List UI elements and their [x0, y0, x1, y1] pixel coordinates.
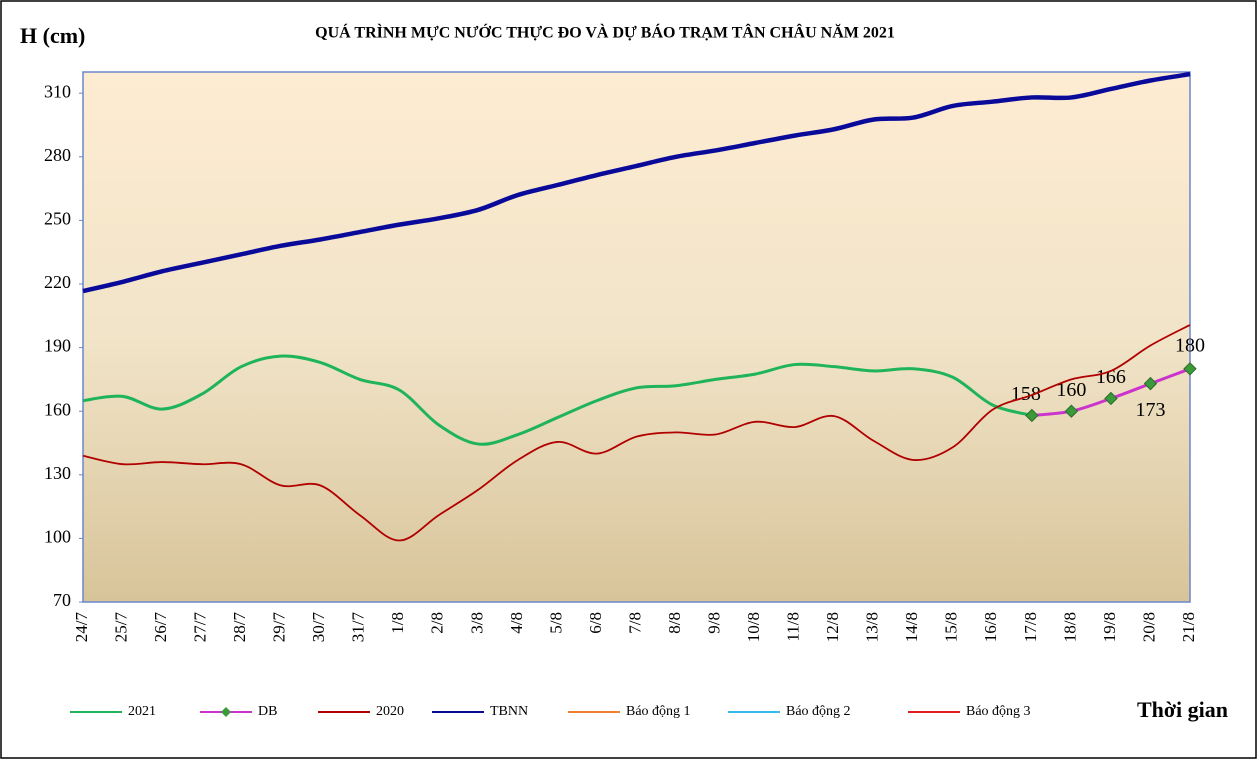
y-tick-label: 310 — [44, 81, 71, 101]
x-tick-label: 21/8 — [1179, 612, 1198, 642]
x-tick-label: 6/8 — [586, 612, 605, 634]
y-tick-label: 160 — [44, 399, 71, 419]
legend-label: Báo động 2 — [786, 704, 851, 719]
plot-area — [82, 71, 1191, 603]
data-point — [1064, 404, 1079, 418]
x-axis-label: Thời gian — [1137, 697, 1228, 722]
data-label: 180 — [1175, 334, 1205, 356]
x-tick-label: 17/8 — [1021, 612, 1040, 642]
y-tick-label: 190 — [44, 336, 71, 356]
y-tick-label: 220 — [44, 272, 71, 292]
chart-title: QUÁ TRÌNH MỰC NƯỚC THỰC ĐO VÀ DỰ BÁO TRẠ… — [315, 23, 895, 42]
x-tick-label: 3/8 — [467, 612, 486, 634]
series-line — [82, 354, 1033, 446]
x-tick-label: 12/8 — [823, 612, 842, 642]
data-point — [1104, 391, 1118, 406]
x-tick-label: 28/7 — [230, 612, 249, 643]
x-tick-label: 15/8 — [942, 612, 961, 642]
x-tick-label: 30/7 — [309, 612, 328, 643]
x-tick-label: 4/8 — [507, 612, 526, 634]
data-label: 160 — [1056, 379, 1086, 401]
series-line — [82, 324, 1191, 542]
y-axis-label: H (cm) — [20, 23, 85, 48]
x-tick-label: 14/8 — [902, 612, 921, 642]
x-tick-label: 25/7 — [111, 612, 130, 643]
y-tick-label: 70 — [53, 590, 71, 610]
x-tick-label: 29/7 — [270, 612, 289, 643]
x-tick-label: 11/8 — [784, 612, 803, 642]
y-tick-label: 100 — [44, 527, 71, 547]
x-tick-label: 5/8 — [546, 612, 565, 634]
x-tick-label: 27/7 — [191, 612, 210, 643]
y-tick-label: 280 — [44, 145, 71, 165]
x-tick-label: 2/8 — [428, 612, 447, 634]
x-tick-label: 18/8 — [1060, 612, 1079, 642]
x-tick-label: 16/8 — [981, 612, 1000, 642]
x-tick-label: 31/7 — [349, 612, 368, 643]
legend-label: 2020 — [376, 704, 404, 719]
x-tick-label: 1/8 — [388, 612, 407, 634]
x-tick-label: 10/8 — [744, 612, 763, 642]
legend-label: DB — [258, 704, 277, 719]
legend-marker — [221, 707, 231, 717]
x-tick-label: 8/8 — [665, 612, 684, 634]
data-point — [1183, 362, 1197, 376]
data-point — [1025, 408, 1039, 423]
legend-label: TBNN — [490, 704, 528, 719]
data-label: 166 — [1096, 366, 1126, 388]
x-tick-label: 13/8 — [863, 612, 882, 642]
x-tick-label: 24/7 — [72, 612, 91, 643]
data-point — [1143, 376, 1158, 391]
legend-label: 2021 — [128, 704, 156, 719]
x-tick-label: 9/8 — [704, 612, 723, 634]
y-tick-label: 250 — [44, 209, 71, 229]
x-tick-label: 7/8 — [625, 612, 644, 634]
x-tick-label: 20/8 — [1139, 612, 1158, 642]
y-tick-label: 130 — [44, 463, 71, 483]
legend-label: Báo động 3 — [966, 704, 1031, 719]
legend-label: Báo động 1 — [626, 704, 691, 719]
series-line — [82, 71, 1191, 294]
x-tick-label: 19/8 — [1100, 612, 1119, 642]
data-label: 173 — [1135, 399, 1165, 421]
x-tick-label: 26/7 — [151, 612, 170, 643]
